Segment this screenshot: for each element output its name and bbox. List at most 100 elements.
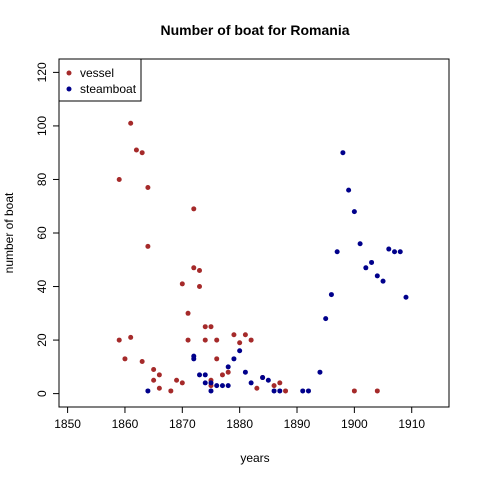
- data-point-steamboat: [374, 273, 380, 279]
- x-tick-label: 1910: [398, 417, 425, 431]
- x-tick-label: 1890: [284, 417, 311, 431]
- legend-marker-vessel: [66, 70, 72, 76]
- data-point-steamboat: [386, 246, 392, 252]
- legend-label-vessel: vessel: [80, 66, 114, 80]
- data-point-steamboat: [340, 150, 346, 156]
- data-point-steamboat: [197, 372, 203, 378]
- data-point-steamboat: [145, 388, 151, 394]
- legend-box: [58, 58, 142, 102]
- data-point-steamboat: [305, 388, 311, 394]
- data-point-steamboat: [380, 278, 386, 284]
- data-point-vessel: [374, 388, 380, 394]
- data-point-steamboat: [277, 388, 283, 394]
- data-point-vessel: [174, 377, 180, 383]
- legend: vessel steamboat: [58, 58, 142, 102]
- data-point-steamboat: [202, 372, 208, 378]
- data-point-steamboat: [208, 380, 214, 386]
- data-point-vessel: [351, 388, 357, 394]
- data-point-vessel: [133, 147, 139, 153]
- data-point-steamboat: [214, 383, 220, 389]
- data-point-steamboat: [242, 369, 248, 375]
- data-point-vessel: [277, 380, 283, 386]
- data-point-steamboat: [225, 383, 231, 389]
- data-point-vessel: [219, 372, 225, 378]
- data-point-vessel: [202, 324, 208, 330]
- data-point-vessel: [151, 367, 157, 373]
- data-point-vessel: [214, 337, 220, 343]
- data-point-vessel: [185, 337, 191, 343]
- data-point-vessel: [208, 324, 214, 330]
- data-point-vessel: [197, 284, 203, 290]
- y-axis-title: number of boat: [2, 192, 16, 273]
- x-tick-label: 1870: [169, 417, 196, 431]
- data-points: [116, 120, 409, 394]
- data-point-vessel: [168, 388, 174, 394]
- data-point-vessel: [122, 356, 128, 362]
- data-point-steamboat: [271, 388, 277, 394]
- data-point-vessel: [156, 372, 162, 378]
- data-point-steamboat: [208, 388, 214, 394]
- data-point-steamboat: [363, 265, 369, 271]
- data-point-vessel: [225, 369, 231, 375]
- data-point-vessel: [271, 383, 277, 389]
- data-point-steamboat: [237, 348, 243, 354]
- data-point-vessel: [283, 388, 289, 394]
- plot-frame: [58, 58, 450, 408]
- y-tick-label: 80: [35, 172, 49, 186]
- data-point-vessel: [248, 337, 254, 343]
- data-point-vessel: [191, 265, 197, 271]
- data-point-steamboat: [225, 364, 231, 370]
- data-point-vessel: [254, 385, 260, 391]
- data-point-vessel: [242, 332, 248, 338]
- y-tick-label: 60: [35, 226, 49, 240]
- chart-title: Number of boat for Romania: [160, 22, 349, 38]
- x-tick-label: 1850: [54, 417, 81, 431]
- x-axis-title: years: [240, 451, 269, 465]
- data-point-vessel: [151, 377, 157, 383]
- data-point-vessel: [145, 243, 151, 249]
- x-tick-label: 1900: [341, 417, 368, 431]
- data-point-vessel: [237, 340, 243, 346]
- x-tick-label: 1880: [226, 417, 253, 431]
- data-point-vessel: [116, 337, 122, 343]
- data-point-steamboat: [346, 187, 352, 193]
- data-point-vessel: [185, 310, 191, 316]
- data-point-steamboat: [392, 249, 398, 255]
- data-point-steamboat: [323, 316, 329, 322]
- data-point-vessel: [139, 150, 145, 156]
- data-point-vessel: [128, 120, 134, 126]
- y-tick-label: 100: [35, 116, 49, 136]
- data-point-steamboat: [248, 380, 254, 386]
- data-point-steamboat: [328, 292, 334, 298]
- data-point-vessel: [145, 184, 151, 190]
- data-point-steamboat: [397, 249, 403, 255]
- data-point-steamboat: [403, 294, 409, 300]
- data-point-steamboat: [260, 375, 266, 381]
- y-tick-label: 20: [35, 333, 49, 347]
- data-point-vessel: [179, 281, 185, 287]
- legend-marker-steamboat: [66, 86, 72, 92]
- y-tick-label: 120: [35, 62, 49, 82]
- data-point-vessel: [202, 337, 208, 343]
- data-point-vessel: [128, 334, 134, 340]
- data-point-vessel: [116, 176, 122, 182]
- data-point-vessel: [191, 206, 197, 212]
- legend-label-steamboat: steamboat: [80, 82, 137, 96]
- data-point-steamboat: [357, 241, 363, 247]
- data-point-steamboat: [317, 369, 323, 375]
- data-point-vessel: [139, 358, 145, 364]
- data-point-vessel: [156, 385, 162, 391]
- data-point-steamboat: [231, 356, 237, 362]
- data-point-steamboat: [219, 383, 225, 389]
- data-point-vessel: [214, 356, 220, 362]
- x-axis: 1850 1860 1870 1880 1890 1900 1910: [54, 406, 425, 431]
- y-tick-label: 0: [35, 390, 49, 397]
- data-point-vessel: [231, 332, 237, 338]
- data-point-steamboat: [202, 380, 208, 386]
- data-point-steamboat: [369, 259, 375, 265]
- data-point-steamboat: [300, 388, 306, 394]
- x-tick-label: 1860: [112, 417, 139, 431]
- data-point-steamboat: [334, 249, 340, 255]
- data-point-vessel: [197, 267, 203, 273]
